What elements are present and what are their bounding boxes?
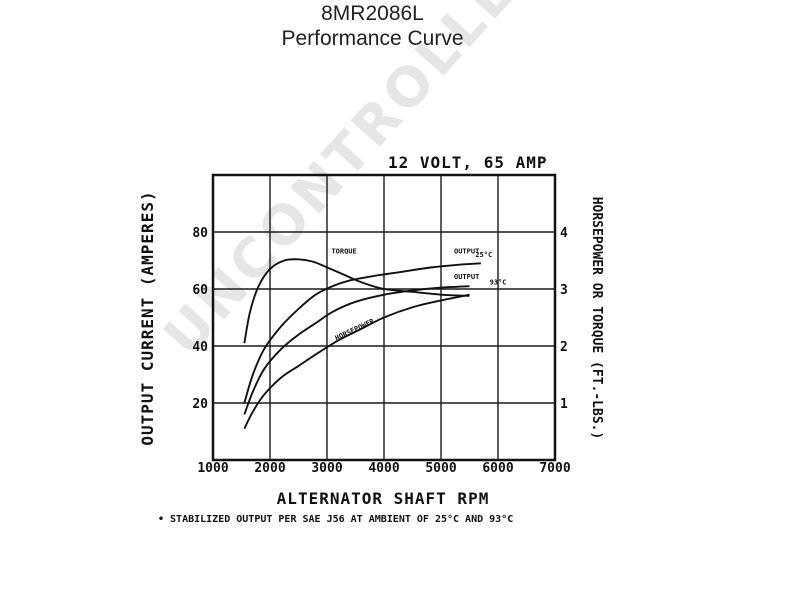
- curve-annotation: 25°C: [475, 251, 492, 259]
- model-title: 8MR2086L: [321, 2, 424, 25]
- curve-annotation: HORSEPOWER: [334, 317, 376, 342]
- chart-title: 12 VOLT, 65 AMP: [388, 153, 548, 172]
- x-tick-label: 5000: [425, 461, 456, 476]
- series-line-output: [243, 285, 470, 415]
- x-tick-label: 3000: [311, 461, 342, 476]
- x-tick-label: 6000: [482, 461, 513, 476]
- y2-tick-label: 4: [560, 226, 568, 241]
- y-tick-label: 40: [192, 340, 208, 355]
- curve-annotation: OUTPUT: [454, 273, 479, 281]
- footnote: • STABILIZED OUTPUT PER SAE J56 AT AMBIE…: [158, 514, 513, 525]
- x-tick-label: 2000: [254, 461, 285, 476]
- x-tick-label: 1000: [197, 461, 228, 476]
- series-line-output: [243, 262, 481, 404]
- curve-annotations: TORQUE OUTPUT OUTPUT HORSEPOWER 25°C 93°C: [331, 247, 506, 342]
- y-tick-label: 60: [192, 283, 208, 298]
- x-tick-label: 7000: [539, 461, 570, 476]
- grid-lines: [213, 175, 555, 460]
- series-line-horsepower: [243, 293, 470, 430]
- tick-labels: 1000 2000 3000 4000 5000 6000 7000 20 40 60 80 1 2 3 4: [192, 226, 570, 476]
- y2-tick-label: 2: [560, 340, 568, 355]
- x-tick-label: 4000: [368, 461, 399, 476]
- y2-tick-label: 1: [560, 397, 568, 412]
- y-axis-label: OUTPUT CURRENT (AMPERES): [138, 190, 157, 445]
- series-layer: [243, 258, 481, 430]
- y-tick-label: 20: [192, 397, 208, 412]
- y-tick-label: 80: [192, 226, 208, 241]
- curve-annotation: TORQUE: [331, 247, 356, 255]
- performance-curve-subtitle: Performance Curve: [281, 27, 464, 50]
- x-axis-label: ALTERNATOR SHAFT RPM: [277, 489, 490, 508]
- y2-axis-label: HORSEPOWER OR TORQUE (FT.-LBS.): [589, 197, 604, 440]
- y2-tick-label: 3: [560, 283, 568, 298]
- curve-annotation: OUTPUT: [454, 247, 479, 255]
- curve-annotation: 93°C: [490, 279, 507, 287]
